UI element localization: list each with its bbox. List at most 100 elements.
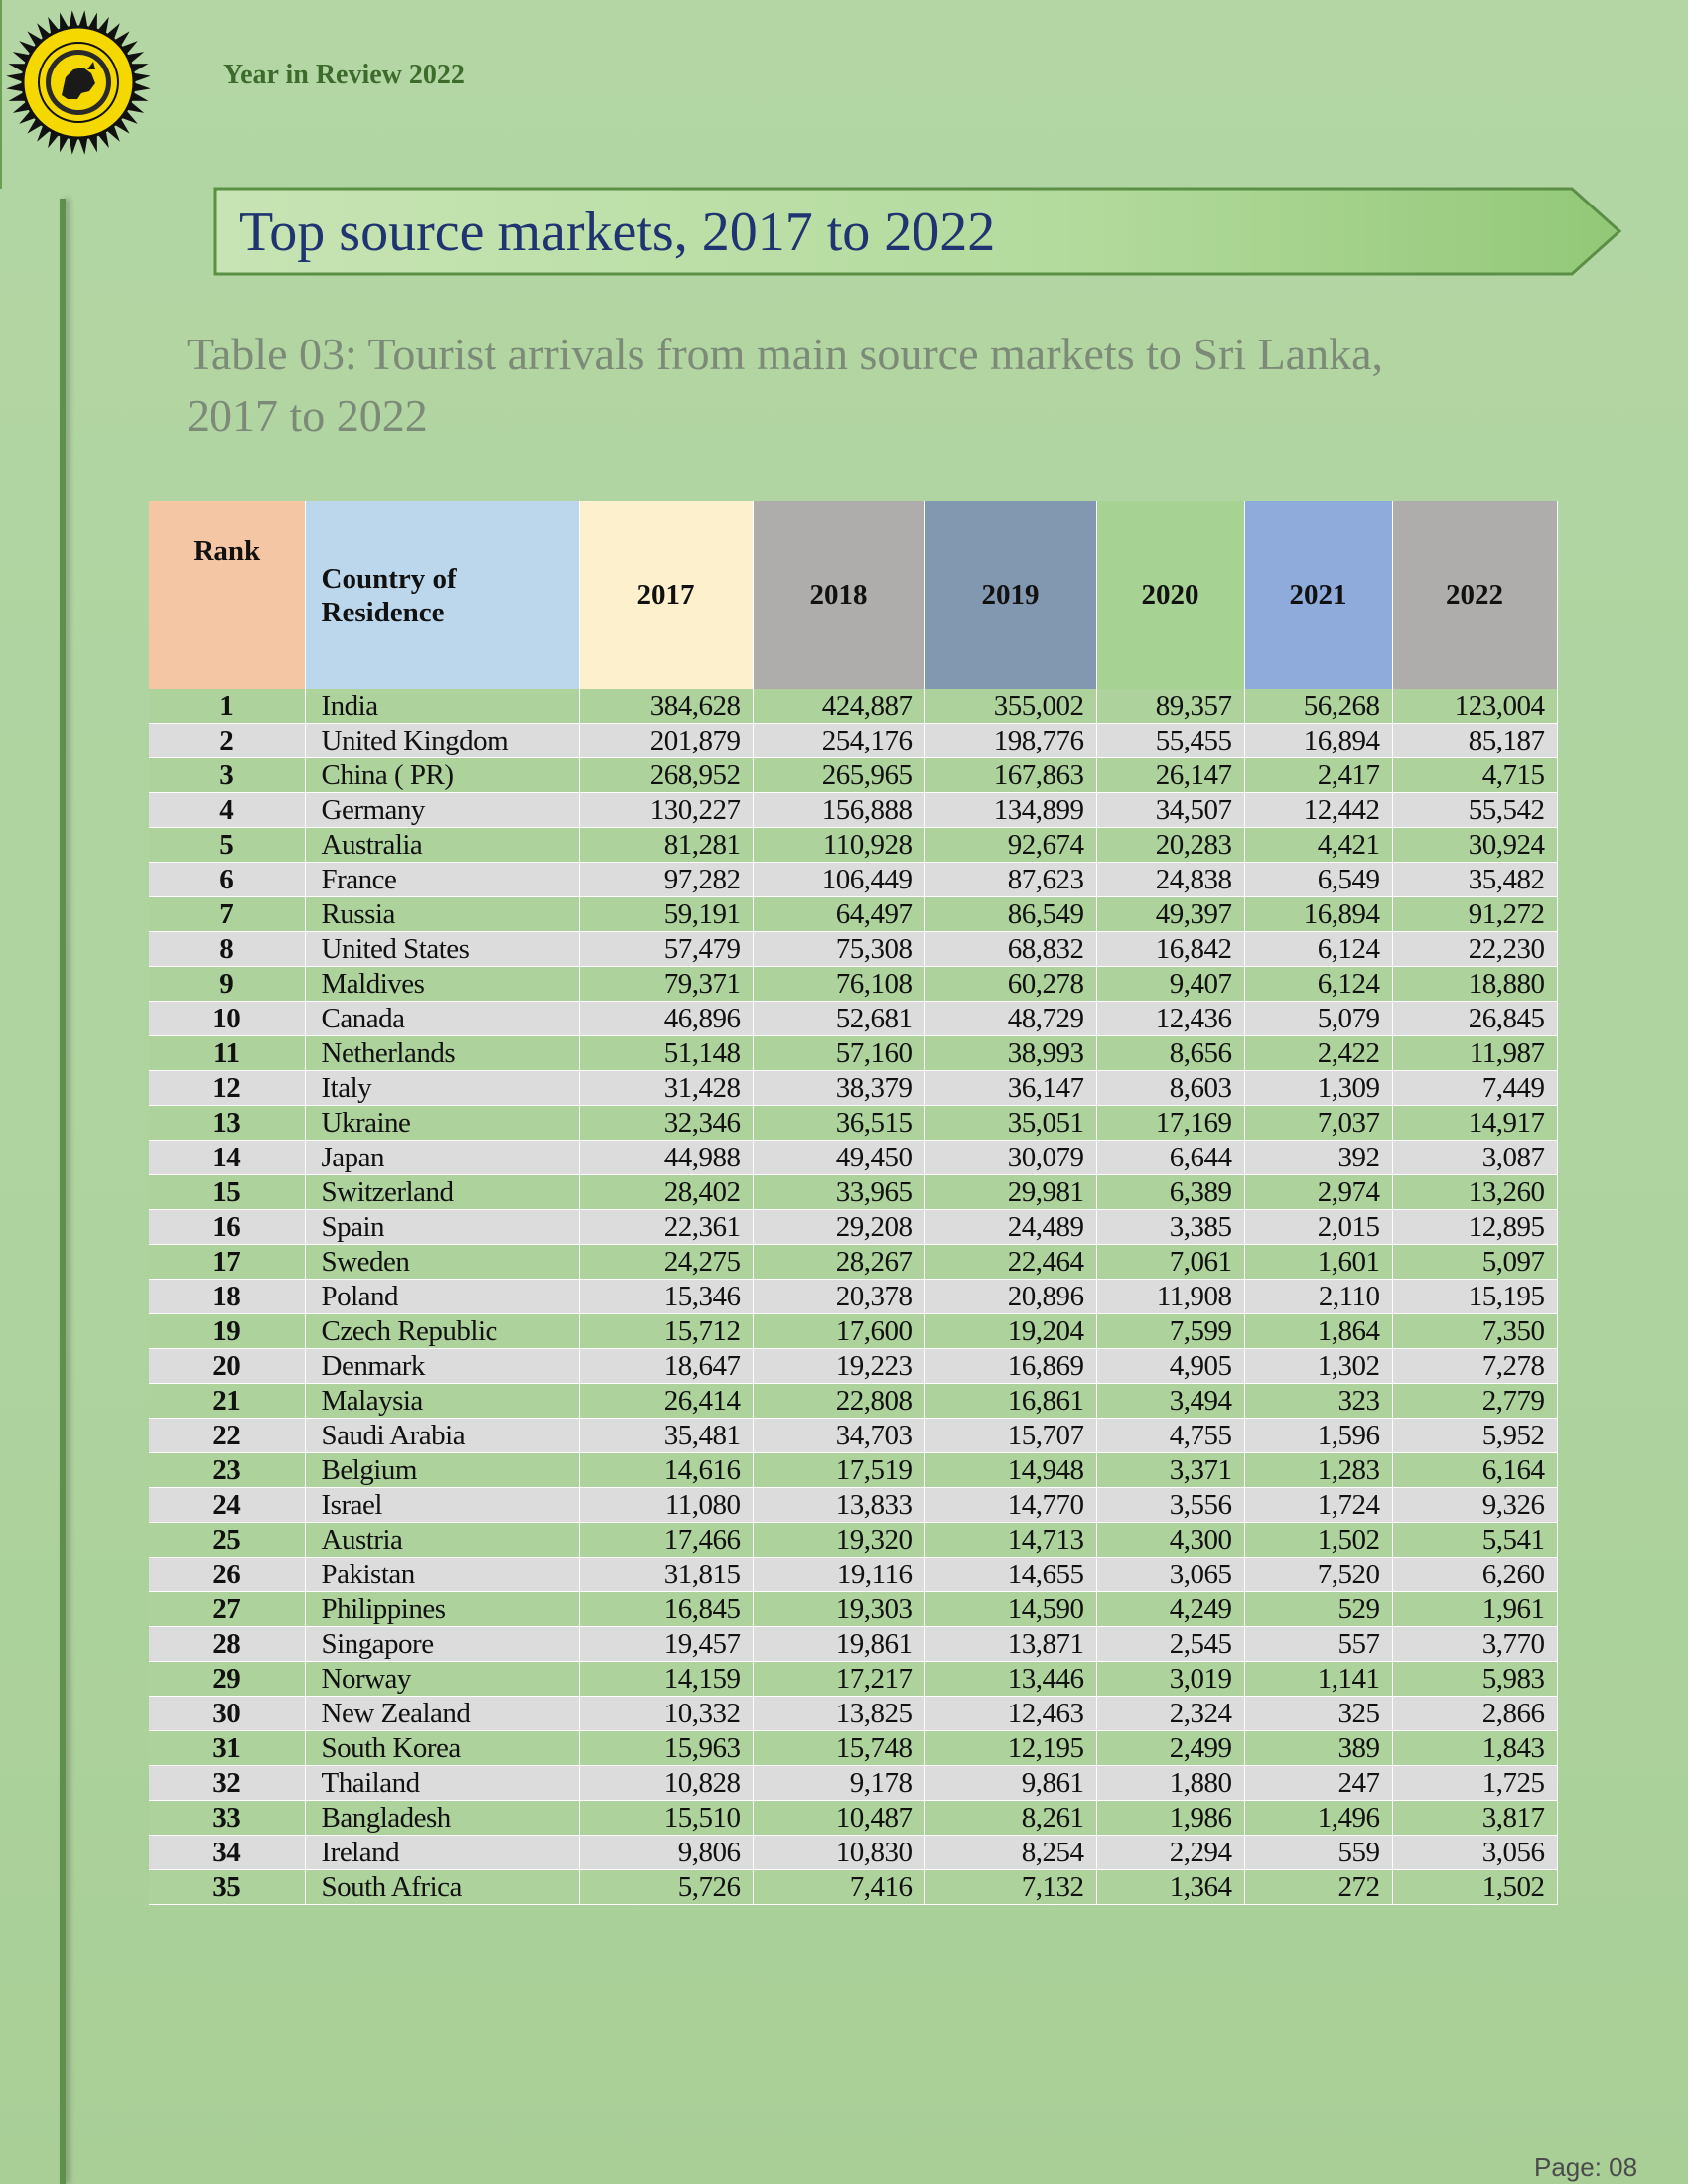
value-cell: 14,948 bbox=[924, 1452, 1097, 1488]
value-cell: 6,124 bbox=[1244, 931, 1393, 967]
rank-cell: 32 bbox=[149, 1765, 306, 1801]
value-cell: 2,422 bbox=[1244, 1035, 1393, 1071]
value-cell: 3,494 bbox=[1096, 1383, 1245, 1419]
value-cell: 6,124 bbox=[1244, 966, 1393, 1002]
value-cell: 156,888 bbox=[753, 792, 925, 828]
value-cell: 5,983 bbox=[1392, 1661, 1558, 1697]
value-cell: 8,656 bbox=[1096, 1035, 1245, 1071]
value-cell: 9,407 bbox=[1096, 966, 1245, 1002]
value-cell: 7,350 bbox=[1392, 1313, 1558, 1349]
table-row: 30 New Zealand 10,332 13,825 12,463 2,324 325 2… bbox=[149, 1696, 1558, 1731]
table-row: 18 Poland 15,346 20,378 20,896 11,908 2,110 15,… bbox=[149, 1279, 1558, 1314]
value-cell: 24,489 bbox=[924, 1209, 1097, 1245]
country-cell: Thailand bbox=[305, 1765, 580, 1801]
rank-cell: 4 bbox=[149, 792, 306, 828]
value-cell: 1,364 bbox=[1096, 1869, 1245, 1905]
value-cell: 3,385 bbox=[1096, 1209, 1245, 1245]
value-cell: 68,832 bbox=[924, 931, 1097, 967]
value-cell: 14,159 bbox=[579, 1661, 754, 1697]
value-cell: 18,880 bbox=[1392, 966, 1558, 1002]
rank-cell: 22 bbox=[149, 1418, 306, 1453]
rank-cell: 21 bbox=[149, 1383, 306, 1419]
value-cell: 13,833 bbox=[753, 1487, 925, 1523]
header-year-2019: 2019 bbox=[924, 501, 1097, 689]
country-cell: China ( PR) bbox=[305, 757, 580, 793]
country-cell: Spain bbox=[305, 1209, 580, 1245]
header-country-line1: Country of bbox=[321, 562, 457, 595]
value-cell: 36,515 bbox=[753, 1105, 925, 1141]
value-cell: 22,808 bbox=[753, 1383, 925, 1419]
value-cell: 79,371 bbox=[579, 966, 754, 1002]
country-cell: Canada bbox=[305, 1001, 580, 1036]
section-banner: Top source markets, 2017 to 2022 bbox=[213, 187, 1623, 276]
value-cell: 7,061 bbox=[1096, 1244, 1245, 1280]
value-cell: 14,655 bbox=[924, 1557, 1097, 1592]
value-cell: 60,278 bbox=[924, 966, 1097, 1002]
value-cell: 26,414 bbox=[579, 1383, 754, 1419]
value-cell: 1,309 bbox=[1244, 1070, 1393, 1106]
table-row: 21 Malaysia 26,414 22,808 16,861 3,494 323 2,77… bbox=[149, 1383, 1558, 1419]
value-cell: 16,845 bbox=[579, 1591, 754, 1627]
rank-cell: 29 bbox=[149, 1661, 306, 1697]
header-year-2018: 2018 bbox=[753, 501, 925, 689]
value-cell: 3,056 bbox=[1392, 1835, 1558, 1870]
value-cell: 389 bbox=[1244, 1730, 1393, 1766]
value-cell: 13,825 bbox=[753, 1696, 925, 1731]
value-cell: 13,871 bbox=[924, 1626, 1097, 1662]
value-cell: 16,894 bbox=[1244, 723, 1393, 758]
value-cell: 38,993 bbox=[924, 1035, 1097, 1071]
rank-cell: 9 bbox=[149, 966, 306, 1002]
rank-cell: 8 bbox=[149, 931, 306, 967]
value-cell: 11,908 bbox=[1096, 1279, 1245, 1314]
value-cell: 3,556 bbox=[1096, 1487, 1245, 1523]
value-cell: 29,981 bbox=[924, 1174, 1097, 1210]
table-row: 22 Saudi Arabia 35,481 34,703 15,707 4,755 1,5… bbox=[149, 1418, 1558, 1453]
rank-cell: 26 bbox=[149, 1557, 306, 1592]
value-cell: 36,147 bbox=[924, 1070, 1097, 1106]
value-cell: 1,601 bbox=[1244, 1244, 1393, 1280]
table-row: 27 Philippines 16,845 19,303 14,590 4,249 529 1… bbox=[149, 1591, 1558, 1627]
corner-rule bbox=[0, 0, 2, 189]
value-cell: 1,502 bbox=[1244, 1522, 1393, 1558]
value-cell: 3,087 bbox=[1392, 1140, 1558, 1175]
value-cell: 9,326 bbox=[1392, 1487, 1558, 1523]
value-cell: 6,644 bbox=[1096, 1140, 1245, 1175]
value-cell: 49,450 bbox=[753, 1140, 925, 1175]
value-cell: 134,899 bbox=[924, 792, 1097, 828]
value-cell: 12,195 bbox=[924, 1730, 1097, 1766]
value-cell: 2,324 bbox=[1096, 1696, 1245, 1731]
table-row: 20 Denmark 18,647 19,223 16,869 4,905 1,302 7,2… bbox=[149, 1348, 1558, 1384]
value-cell: 19,320 bbox=[753, 1522, 925, 1558]
value-cell: 3,065 bbox=[1096, 1557, 1245, 1592]
value-cell: 16,894 bbox=[1244, 896, 1393, 932]
country-cell: Saudi Arabia bbox=[305, 1418, 580, 1453]
rank-cell: 12 bbox=[149, 1070, 306, 1106]
value-cell: 5,726 bbox=[579, 1869, 754, 1905]
value-cell: 12,463 bbox=[924, 1696, 1097, 1731]
value-cell: 559 bbox=[1244, 1835, 1393, 1870]
value-cell: 20,896 bbox=[924, 1279, 1097, 1314]
header-year-2021: 2021 bbox=[1244, 501, 1393, 689]
value-cell: 2,974 bbox=[1244, 1174, 1393, 1210]
value-cell: 15,346 bbox=[579, 1279, 754, 1314]
table-row: 9 Maldives 79,371 76,108 60,278 9,407 6,124 18,… bbox=[149, 966, 1558, 1002]
country-cell: Belgium bbox=[305, 1452, 580, 1488]
rank-cell: 10 bbox=[149, 1001, 306, 1036]
value-cell: 33,965 bbox=[753, 1174, 925, 1210]
value-cell: 4,715 bbox=[1392, 757, 1558, 793]
value-cell: 52,681 bbox=[753, 1001, 925, 1036]
value-cell: 34,507 bbox=[1096, 792, 1245, 828]
value-cell: 64,497 bbox=[753, 896, 925, 932]
value-cell: 2,015 bbox=[1244, 1209, 1393, 1245]
value-cell: 4,300 bbox=[1096, 1522, 1245, 1558]
value-cell: 3,019 bbox=[1096, 1661, 1245, 1697]
value-cell: 557 bbox=[1244, 1626, 1393, 1662]
value-cell: 22,361 bbox=[579, 1209, 754, 1245]
table-row: 1 India 384,628 424,887 355,002 89,357 56,268 1… bbox=[149, 689, 1558, 724]
table-row: 3 China ( PR) 268,952 265,965 167,863 26,147 2… bbox=[149, 757, 1558, 793]
value-cell: 529 bbox=[1244, 1591, 1393, 1627]
value-cell: 15,707 bbox=[924, 1418, 1097, 1453]
rank-cell: 23 bbox=[149, 1452, 306, 1488]
value-cell: 56,268 bbox=[1244, 689, 1393, 724]
value-cell: 55,455 bbox=[1096, 723, 1245, 758]
